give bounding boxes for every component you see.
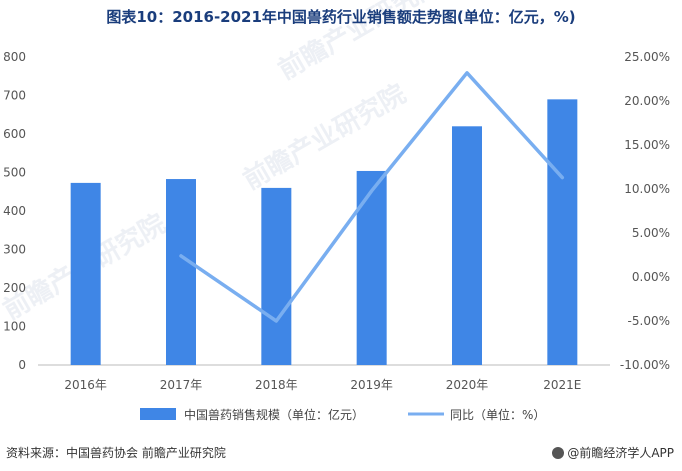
x-tick-label: 2018年 (255, 378, 298, 392)
y-left-tick-label: 0 (18, 358, 26, 372)
y-left-tick-label: 500 (3, 166, 26, 180)
brand-logo-icon (552, 447, 565, 459)
bar (547, 99, 578, 365)
bar (261, 187, 292, 365)
y-left-tick-label: 700 (3, 89, 26, 103)
bar (166, 179, 196, 365)
bar (452, 126, 482, 365)
chart-title: 图表10：2016-2021年中国兽药行业销售额走势图(单位：亿元，%) (106, 8, 576, 26)
y-right-tick-label: 25.00% (624, 50, 670, 64)
y-right-tick-label: -10.00% (620, 358, 670, 372)
x-tick-label: 2021E (543, 378, 581, 392)
y-left-tick-label: 400 (3, 204, 26, 218)
y-right-tick-label: 0.00% (632, 270, 670, 284)
y-left-tick-label: 200 (3, 281, 26, 295)
yoy-line (179, 71, 565, 323)
y-right-tick-label: 5.00% (632, 226, 670, 240)
x-tick-label: 2017年 (160, 378, 203, 392)
source-note: 资料来源：中国兽药协会 前瞻产业研究院 (6, 446, 226, 460)
y-right-tick-label: 15.00% (624, 138, 670, 152)
brand-text: @前瞻经济学人APP (567, 446, 674, 460)
y-left-tick-label: 800 (3, 50, 26, 64)
x-tick-label: 2020年 (446, 378, 489, 392)
y-right-tick-label: -5.00% (628, 314, 670, 328)
brand-credit: @前瞻经济学人APP (552, 444, 674, 461)
watermark-text: 前瞻产业研究院 (273, 0, 446, 86)
x-tick-label: 2016年 (64, 378, 107, 392)
y-right-tick-label: 10.00% (624, 182, 670, 196)
legend-bar-swatch (140, 408, 176, 420)
y-left-tick-label: 300 (3, 243, 26, 257)
bar (356, 170, 387, 365)
y-left-tick-label: 100 (3, 320, 26, 334)
bar (70, 182, 101, 365)
y-left-tick-label: 600 (3, 127, 26, 141)
legend-bar-label: 中国兽药销售规模（单位：亿元） (184, 407, 364, 422)
legend-line-label: 同比（单位：%） (450, 407, 545, 422)
y-right-tick-label: 20.00% (624, 94, 670, 108)
x-tick-label: 2019年 (350, 378, 393, 392)
legend: 中国兽药销售规模（单位：亿元） 同比（单位：%） (140, 407, 545, 422)
